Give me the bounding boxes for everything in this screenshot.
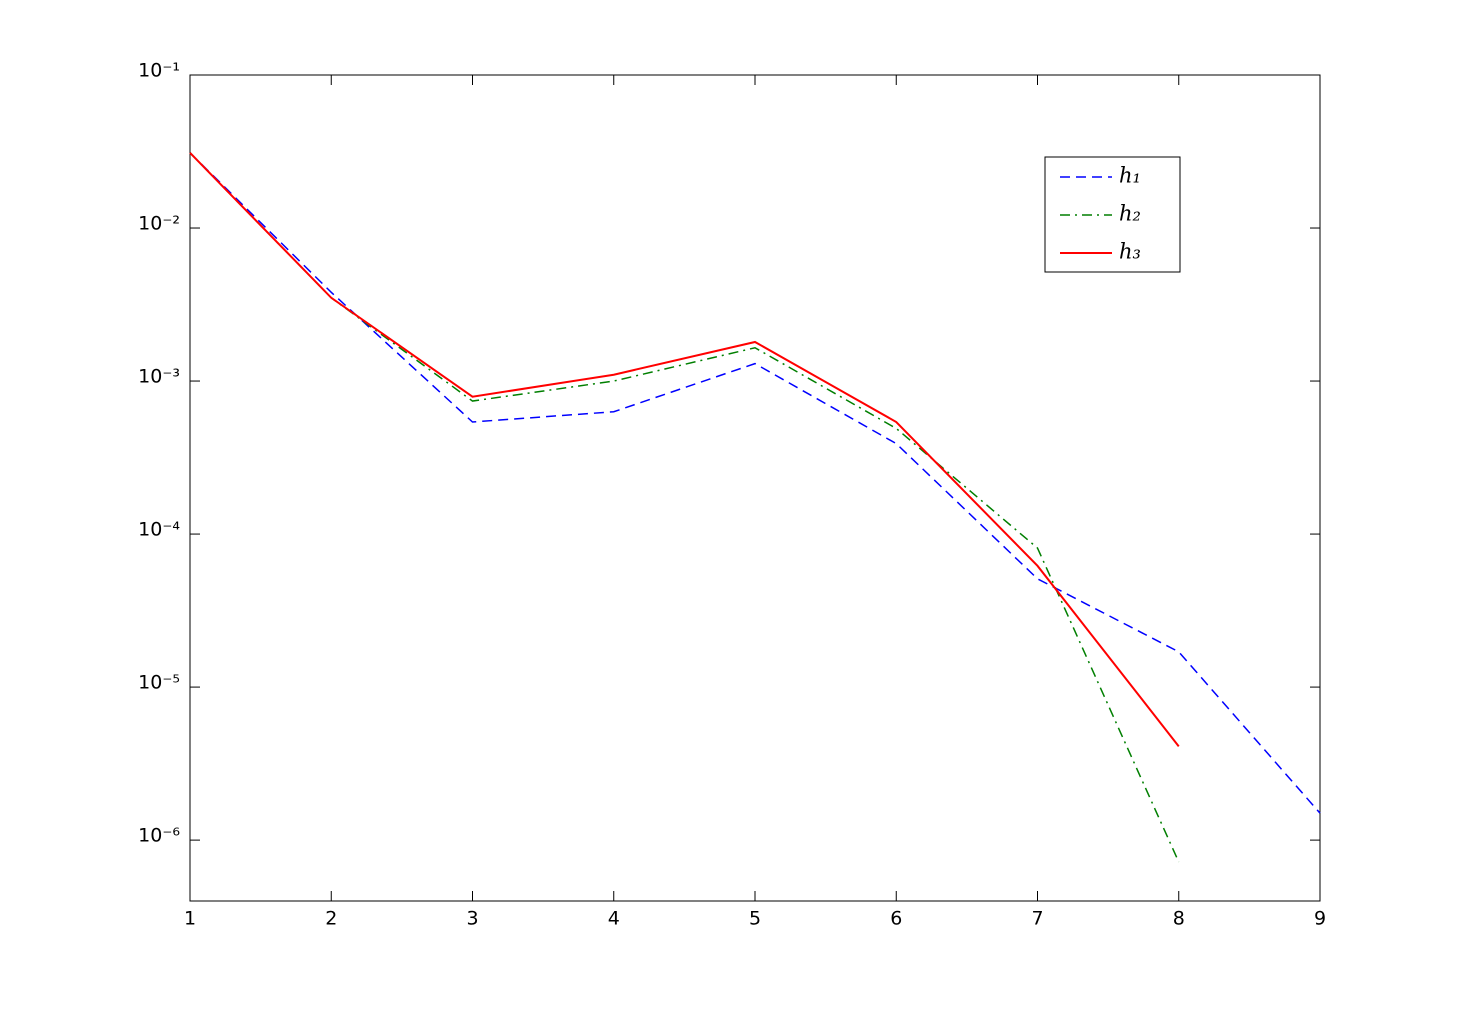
legend-label: h₂	[1119, 202, 1141, 226]
series-line	[189, 152, 1180, 747]
legend-label: h₁	[1119, 164, 1141, 188]
y-tick-label: 10⁻²	[138, 213, 180, 235]
y-tick-label: 10⁻⁶	[138, 825, 180, 847]
x-tick-label: 3	[466, 908, 478, 930]
x-tick-label: 9	[1314, 908, 1326, 930]
series-line	[189, 152, 1321, 814]
y-tick-label: 10⁻⁵	[138, 672, 180, 694]
x-tick-label: 5	[749, 908, 761, 930]
y-tick-label: 10⁻⁴	[138, 519, 180, 541]
legend-label: h₃	[1119, 240, 1141, 264]
x-tick-label: 2	[325, 908, 337, 930]
x-tick-label: 6	[890, 908, 902, 930]
x-tick-label: 4	[608, 908, 620, 930]
x-tick-label: 8	[1173, 908, 1185, 930]
y-tick-label: 10⁻¹	[138, 60, 180, 82]
x-tick-label: 7	[1031, 908, 1043, 930]
y-tick-label: 10⁻³	[138, 366, 180, 388]
x-tick-label: 1	[184, 908, 196, 930]
